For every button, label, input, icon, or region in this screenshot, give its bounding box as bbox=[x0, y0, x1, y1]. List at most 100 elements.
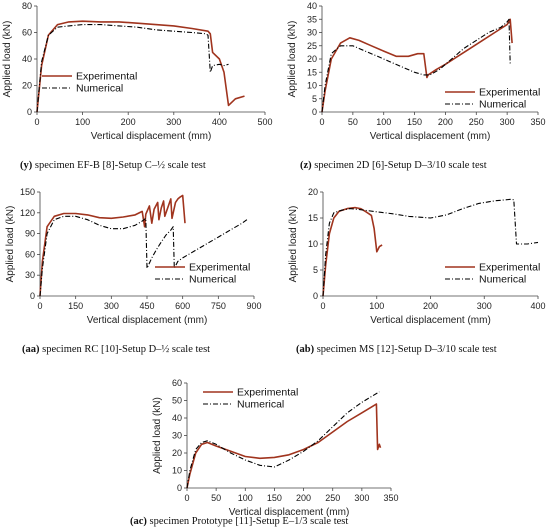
y-tick-label: 40 bbox=[22, 54, 32, 64]
x-tick-label: 350 bbox=[530, 117, 545, 127]
y-tick-label: 20 bbox=[307, 54, 317, 64]
x-tick-label: 250 bbox=[469, 117, 484, 127]
x-tick-label: 150 bbox=[267, 493, 282, 503]
chart-panel-0: 0 100 200 300 400 500 0 20 40 60 80 Vertical displa… bbox=[2, 1, 273, 171]
caption-tag: (ab) bbox=[296, 344, 315, 355]
legend-label-experimental: Experimental bbox=[479, 262, 540, 274]
x-tick-label: 300 bbox=[166, 117, 181, 127]
x-axis-label: Vertical displacement (mm) bbox=[229, 507, 350, 518]
caption-tag: (aa) bbox=[22, 344, 40, 355]
x-tick-label: 200 bbox=[121, 117, 136, 127]
panel-caption: (ab) specimen MS [12]-Setup D–3/10 scale… bbox=[296, 344, 497, 355]
y-tick-label: 35 bbox=[307, 14, 317, 24]
y-tick-label: 40 bbox=[172, 413, 182, 423]
caption-text: specimen EF-B [8]-Setup C–½ scale test bbox=[32, 160, 206, 171]
y-axis-label: Applied load (kN) bbox=[5, 206, 16, 283]
y-tick-label: 90 bbox=[25, 229, 35, 239]
legend-label-experimental: Experimental bbox=[189, 262, 250, 274]
series-line-experimental bbox=[321, 18, 513, 113]
series-line-numerical bbox=[36, 24, 229, 113]
y-axis-label: Applied load (kN) bbox=[2, 21, 13, 98]
series-line-numerical bbox=[186, 391, 380, 489]
y-axis-label: Applied load (kN) bbox=[288, 206, 299, 283]
chart-panel-2: 0 150 300 450 600 750 900 0 30 60 90 120 150 Vertical… bbox=[5, 187, 262, 355]
y-tick-label: 0 bbox=[313, 291, 318, 301]
x-tick-label: 0 bbox=[34, 117, 39, 127]
x-tick-label: 100 bbox=[75, 117, 90, 127]
series-line-experimental bbox=[36, 20, 245, 113]
series-line-numerical bbox=[322, 198, 539, 297]
series-line-experimental bbox=[39, 194, 186, 297]
x-tick-label: 0 bbox=[320, 301, 325, 311]
caption-tag: (y) bbox=[20, 160, 33, 171]
caption-text: specimen RC [10]-Setup D–½ scale test bbox=[40, 344, 211, 355]
x-tick-label: 300 bbox=[477, 301, 492, 311]
legend-label-numerical: Numerical bbox=[237, 399, 284, 411]
y-tick-label: 30 bbox=[307, 28, 317, 38]
x-axis-label: Vertical displacement (mm) bbox=[91, 131, 212, 142]
y-axis-label: Applied load (kN) bbox=[152, 397, 163, 474]
x-axis-label: Vertical displacement (mm) bbox=[370, 131, 491, 142]
caption-tag: (ac) bbox=[130, 516, 147, 527]
caption-text: specimen 2D [6]-Setup D–3/10 scale test bbox=[312, 160, 487, 171]
series-line-numerical bbox=[321, 18, 511, 113]
y-tick-label: 15 bbox=[308, 213, 318, 223]
x-tick-label: 200 bbox=[438, 117, 453, 127]
x-tick-label: 0 bbox=[37, 301, 42, 311]
y-tick-label: 150 bbox=[20, 187, 35, 197]
panel-caption: (aa) specimen RC [10]-Setup D–½ scale te… bbox=[22, 344, 210, 355]
y-tick-label: 30 bbox=[25, 270, 35, 280]
y-tick-label: 60 bbox=[172, 378, 182, 388]
x-tick-label: 600 bbox=[175, 301, 190, 311]
x-axis-label: Vertical displacement (mm) bbox=[370, 315, 491, 326]
x-tick-label: 900 bbox=[246, 301, 261, 311]
y-tick-label: 60 bbox=[25, 249, 35, 259]
x-tick-label: 100 bbox=[369, 301, 384, 311]
x-tick-label: 50 bbox=[348, 117, 358, 127]
y-tick-label: 25 bbox=[307, 41, 317, 51]
caption-text: specimen MS [12]-Setup D–3/10 scale test bbox=[314, 344, 497, 355]
x-tick-label: 200 bbox=[296, 493, 311, 503]
x-tick-label: 400 bbox=[530, 301, 545, 311]
x-tick-label: 300 bbox=[500, 117, 515, 127]
y-tick-label: 0 bbox=[177, 483, 182, 493]
x-tick-label: 200 bbox=[423, 301, 438, 311]
x-tick-label: 350 bbox=[383, 493, 398, 503]
x-tick-label: 100 bbox=[376, 117, 391, 127]
legend-label-numerical: Numerical bbox=[76, 83, 123, 95]
x-tick-label: 100 bbox=[238, 493, 253, 503]
x-tick-label: 750 bbox=[211, 301, 226, 311]
x-tick-label: 150 bbox=[68, 301, 83, 311]
y-tick-label: 60 bbox=[22, 28, 32, 38]
series-line-experimental bbox=[186, 403, 382, 489]
y-tick-label: 5 bbox=[313, 265, 318, 275]
y-tick-label: 20 bbox=[22, 81, 32, 91]
x-tick-label: 150 bbox=[407, 117, 422, 127]
panel-caption: (ac) specimen Prototype [11]-Setup E–1/3… bbox=[130, 516, 348, 527]
y-tick-label: 0 bbox=[312, 107, 317, 117]
x-tick-label: 450 bbox=[139, 301, 154, 311]
x-tick-label: 300 bbox=[354, 493, 369, 503]
y-tick-label: 20 bbox=[172, 448, 182, 458]
y-tick-label: 10 bbox=[307, 81, 317, 91]
y-tick-label: 15 bbox=[307, 67, 317, 77]
chart-panel-3: 0 100 200 300 400 0 5 10 15 20 Vertical displaceme… bbox=[288, 187, 546, 355]
y-tick-label: 20 bbox=[308, 187, 318, 197]
y-tick-label: 10 bbox=[172, 466, 182, 476]
legend-label-numerical: Numerical bbox=[479, 99, 526, 111]
y-tick-label: 0 bbox=[27, 107, 32, 117]
y-tick-label: 10 bbox=[308, 239, 318, 249]
caption-text: specimen Prototype [11]-Setup E–1/3 scal… bbox=[147, 516, 348, 527]
y-tick-label: 30 bbox=[172, 431, 182, 441]
x-tick-label: 0 bbox=[319, 117, 324, 127]
x-axis-label: Vertical displacement (mm) bbox=[87, 315, 208, 326]
x-tick-label: 50 bbox=[211, 493, 221, 503]
x-tick-label: 250 bbox=[325, 493, 340, 503]
y-tick-label: 0 bbox=[30, 291, 35, 301]
legend-label-experimental: Experimental bbox=[237, 387, 298, 399]
x-tick-label: 500 bbox=[257, 117, 272, 127]
y-axis-label: Applied load (kN) bbox=[287, 21, 298, 98]
x-tick-label: 0 bbox=[184, 493, 189, 503]
legend-label-experimental: Experimental bbox=[479, 87, 540, 99]
